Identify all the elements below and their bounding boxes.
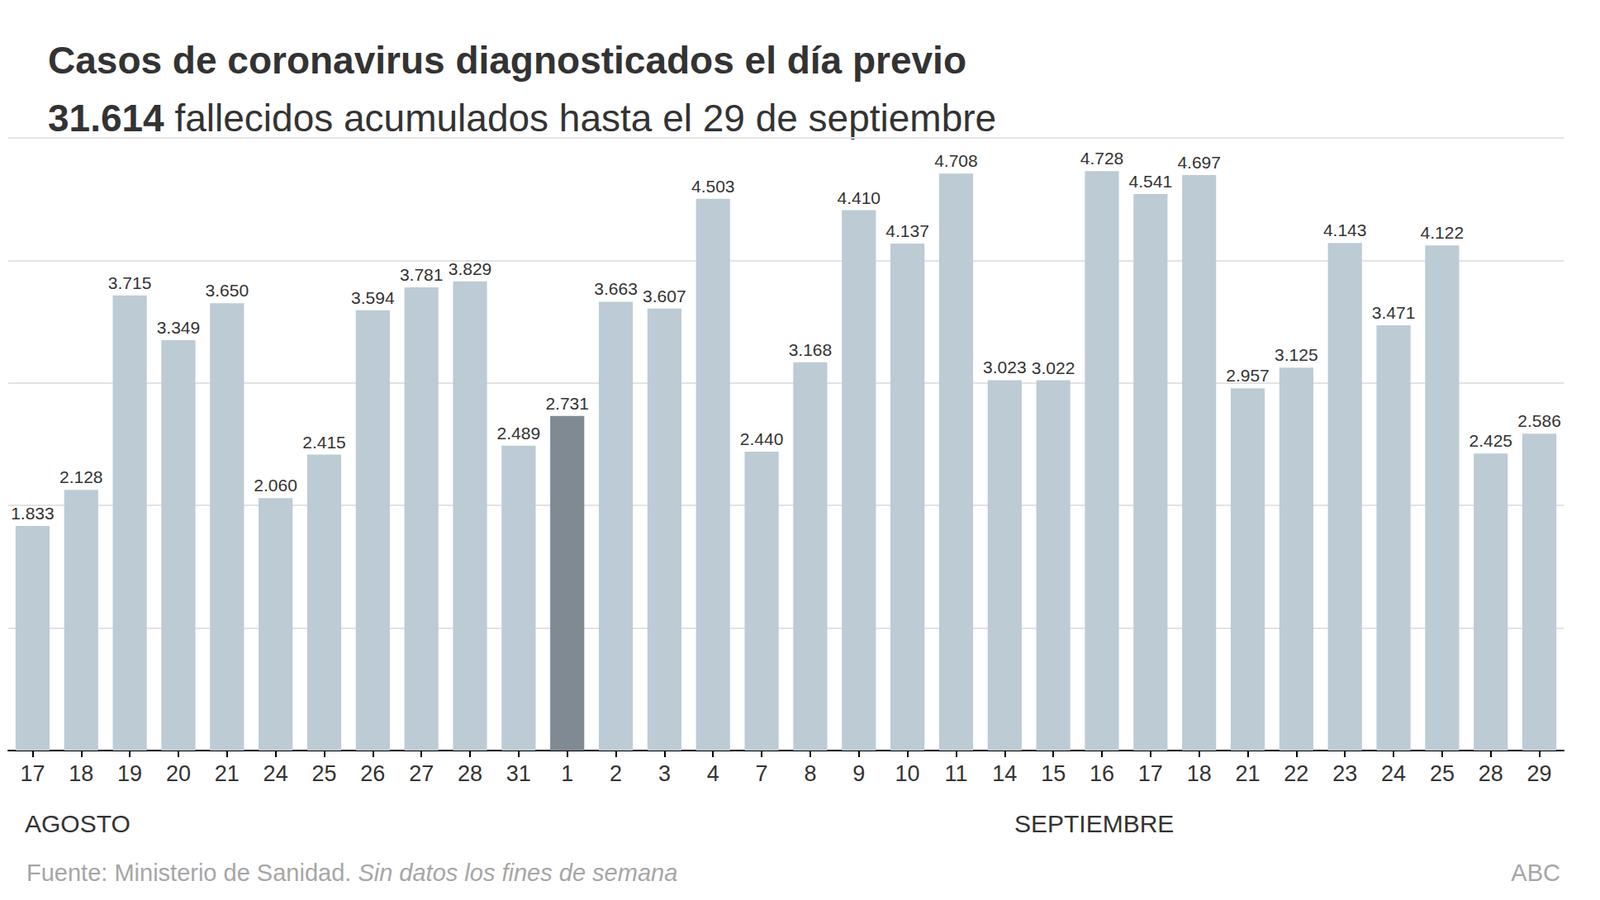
svg-text:22: 22 <box>1283 761 1309 787</box>
svg-text:4: 4 <box>707 761 720 787</box>
svg-text:2.128: 2.128 <box>59 467 104 487</box>
svg-text:3.022: 3.022 <box>1031 358 1076 378</box>
svg-text:SEPTIEMBRE: SEPTIEMBRE <box>1014 810 1174 838</box>
svg-text:25: 25 <box>1429 761 1455 787</box>
svg-text:4.541: 4.541 <box>1129 171 1173 191</box>
svg-text:1: 1 <box>560 761 574 787</box>
svg-text:20: 20 <box>166 761 191 787</box>
svg-text:24: 24 <box>263 761 289 787</box>
svg-text:31: 31 <box>506 761 532 787</box>
svg-text:2: 2 <box>609 761 622 787</box>
svg-text:17: 17 <box>19 761 45 787</box>
svg-text:10: 10 <box>895 761 921 787</box>
svg-text:3.781: 3.781 <box>399 265 444 285</box>
svg-text:23: 23 <box>1332 761 1358 787</box>
svg-text:3.168: 3.168 <box>788 340 833 360</box>
svg-text:4.708: 4.708 <box>934 151 979 171</box>
svg-text:28: 28 <box>457 761 483 787</box>
svg-text:7: 7 <box>755 761 769 787</box>
svg-text:2.731: 2.731 <box>545 394 589 414</box>
svg-text:3: 3 <box>658 761 671 787</box>
svg-text:AGOSTO: AGOSTO <box>24 810 131 838</box>
svg-text:4.137: 4.137 <box>885 221 930 241</box>
svg-text:Fuente: Ministerio de Sanidad.: Fuente: Ministerio de Sanidad. <box>26 859 358 887</box>
svg-text:3.125: 3.125 <box>1274 345 1319 365</box>
svg-text:2.489: 2.489 <box>497 423 542 443</box>
svg-text:Casos de coronavirus diagnosti: Casos de coronavirus diagnosticados el d… <box>47 38 967 82</box>
svg-text:2.415: 2.415 <box>302 432 347 452</box>
svg-text:1.833: 1.833 <box>10 503 55 523</box>
svg-text:3.715: 3.715 <box>108 273 152 293</box>
svg-text:21: 21 <box>1234 761 1260 787</box>
svg-text:4.503: 4.503 <box>691 176 736 196</box>
svg-text:4.122: 4.122 <box>1420 223 1465 243</box>
svg-text:4.728: 4.728 <box>1080 148 1125 168</box>
svg-text:3.471: 3.471 <box>1372 303 1416 323</box>
svg-text:18: 18 <box>68 761 94 787</box>
svg-text:2.060: 2.060 <box>253 475 298 495</box>
svg-text:26: 26 <box>360 761 385 787</box>
svg-text:4.143: 4.143 <box>1323 220 1368 240</box>
svg-text:3.663: 3.663 <box>593 279 638 299</box>
svg-text:2.425: 2.425 <box>1468 431 1513 451</box>
svg-text:8: 8 <box>803 761 817 787</box>
svg-text:27: 27 <box>408 761 434 787</box>
svg-text:2.957: 2.957 <box>1225 365 1270 385</box>
svg-text:3.650: 3.650 <box>205 280 250 300</box>
svg-text:fallecidos acumulados hasta el: fallecidos acumulados hasta el 29 de sep… <box>164 96 998 140</box>
svg-text:4.410: 4.410 <box>836 188 881 208</box>
svg-text:16: 16 <box>1089 761 1115 787</box>
svg-text:21: 21 <box>214 761 240 787</box>
svg-text:29: 29 <box>1527 761 1553 787</box>
svg-text:25: 25 <box>311 761 337 787</box>
svg-text:31.614: 31.614 <box>47 96 165 140</box>
svg-text:9: 9 <box>852 761 865 787</box>
svg-text:18: 18 <box>1186 761 1212 787</box>
svg-text:3.594: 3.594 <box>351 288 395 308</box>
svg-text:19: 19 <box>117 761 143 787</box>
svg-text:24: 24 <box>1381 761 1406 787</box>
svg-text:4.697: 4.697 <box>1177 152 1221 172</box>
svg-text:3.607: 3.607 <box>642 286 687 306</box>
svg-text:2.440: 2.440 <box>740 429 784 449</box>
svg-text:2.586: 2.586 <box>1517 411 1562 431</box>
svg-text:3.023: 3.023 <box>982 357 1027 377</box>
svg-text:Sin datos los fines de semana: Sin datos los fines de semana <box>357 859 678 887</box>
svg-text:28: 28 <box>1478 761 1504 787</box>
svg-text:17: 17 <box>1138 761 1164 787</box>
svg-text:11: 11 <box>944 761 968 787</box>
svg-text:ABC: ABC <box>1510 859 1561 887</box>
svg-text:14: 14 <box>992 761 1017 787</box>
svg-text:3.349: 3.349 <box>156 318 201 338</box>
svg-text:15: 15 <box>1040 761 1066 787</box>
svg-text:3.829: 3.829 <box>448 259 493 279</box>
